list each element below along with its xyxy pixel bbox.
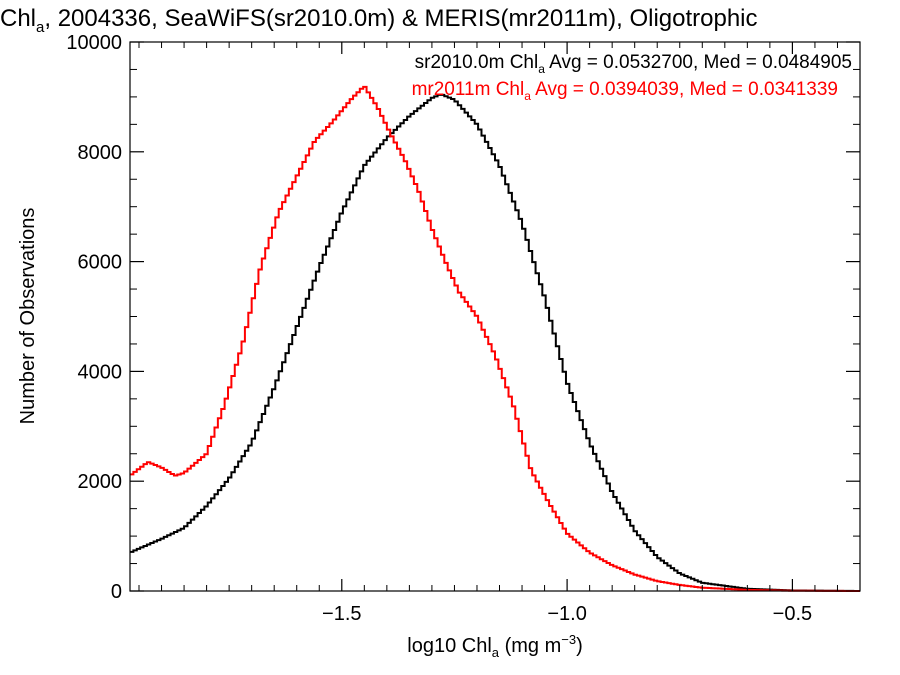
- legend-entry-sr2010: sr2010.0m Chla Avg = 0.0532700, Med = 0.…: [415, 52, 852, 76]
- legend-entry-sr2010-prefix: sr2010.0m Chl: [415, 52, 539, 73]
- chart-title: Chla, 2004336, SeaWiFS(sr2010.0m) & MERI…: [0, 5, 758, 36]
- x-tick-label: −1.5: [322, 603, 361, 625]
- legend-entry-mr2011-prefix: mr2011m Chl: [412, 79, 525, 100]
- plot-frame: [129, 41, 861, 592]
- y-tick-label: 0: [111, 581, 122, 603]
- x-tick-label: −1.0: [547, 603, 586, 625]
- legend-entry-mr2011-suffix: Avg = 0.0394039, Med = 0.0341339: [531, 79, 838, 100]
- x-tick-label: −0.5: [773, 603, 812, 625]
- series-line-sr2010: [130, 93, 860, 592]
- y-tick-label: 8000: [78, 142, 123, 164]
- x-axis-label-prefix: log10 Chl: [407, 635, 492, 657]
- axis-ticks: −1.5 −1.0 −0.5 0 2000 4000 6000 8000 10000: [66, 32, 861, 625]
- legend-entry-sr2010-suffix: Avg = 0.0532700, Med = 0.0484905: [545, 52, 852, 73]
- chart-title-subscript: a: [36, 19, 45, 36]
- y-tick-label: 2000: [78, 471, 123, 493]
- chart-title-suffix: , 2004336, SeaWiFS(sr2010.0m) & MERIS(mr…: [44, 5, 757, 32]
- y-axis-label: Number of Observations: [17, 208, 39, 425]
- x-axis-label-subscript: a: [492, 645, 500, 660]
- x-axis-label-middle: (mg m: [499, 635, 561, 657]
- legend-entry-mr2011: mr2011m Chla Avg = 0.0394039, Med = 0.03…: [412, 79, 838, 103]
- y-tick-label: 6000: [78, 252, 123, 274]
- chart-title-prefix: Chl: [0, 5, 36, 32]
- x-axis-label: log10 Chla (mg m−3): [407, 632, 582, 660]
- legend-entry-mr2011-subscript: a: [524, 89, 531, 103]
- plot-lines: [130, 85, 860, 592]
- legend-entry-sr2010-subscript: a: [538, 62, 545, 76]
- series-line-mr2011: [130, 85, 860, 592]
- x-axis-label-suffix: ): [576, 635, 583, 657]
- y-tick-label: 4000: [78, 361, 123, 383]
- x-axis-label-superscript: −3: [561, 632, 576, 647]
- y-tick-label: 10000: [66, 32, 122, 54]
